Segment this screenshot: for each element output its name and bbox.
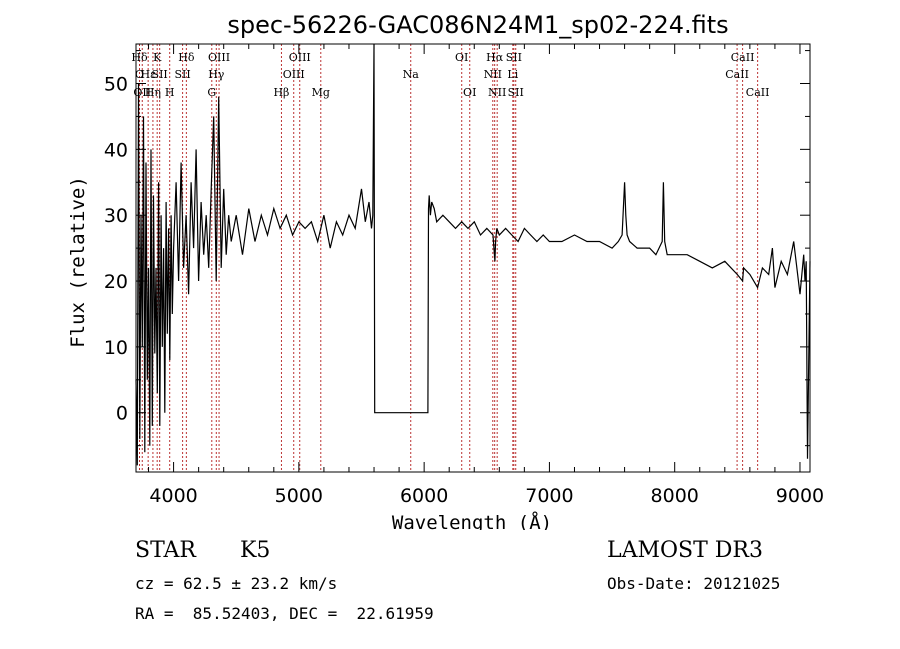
spectral-line-label: Hγ <box>208 68 225 81</box>
spectral-line-label: OII <box>133 86 151 99</box>
spectral-line-label: K <box>153 51 162 64</box>
y-tick-label: 0 <box>116 403 128 425</box>
x-axis-label: Wavelength (Å) <box>392 511 552 530</box>
spectral-line-label: OIII <box>289 51 311 64</box>
y-tick-label: 40 <box>104 139 128 161</box>
spectrum-chart: spec-56226-GAC086N24M1_sp02-224.fits Hδ O… <box>67 11 824 530</box>
y-axis-label: Flux (relative) <box>67 176 89 348</box>
spectral-line-labels: Hδ O OII Hε Hη K SII H SII Hδ G Hγ OIII Hβ OIII OIII Mg N… <box>131 51 769 99</box>
spectral-line-label: SII <box>152 68 168 81</box>
x-tick-label: 5000 <box>275 485 323 507</box>
x-tick-label: 6000 <box>400 485 448 507</box>
spectral-line-label: CaII <box>731 51 755 64</box>
x-tick-label: 8000 <box>651 485 699 507</box>
observation-date: Obs-Date: 20121025 <box>607 574 781 593</box>
spectral-line-label: Hβ <box>273 86 289 99</box>
spectral-line-label: OIII <box>283 68 305 81</box>
spectral-line-label: O <box>135 68 144 81</box>
spectral-line-label: NII <box>484 68 502 81</box>
redshift-velocity: cz = 62.5 ± 23.2 km/s <box>135 574 338 593</box>
y-tick-label: 20 <box>104 271 128 293</box>
spectral-line-label: Hη <box>145 86 161 99</box>
spectral-line-label: Hδ <box>178 51 195 64</box>
spectral-line-label: OI <box>463 86 476 99</box>
spectral-line-label: Hδ <box>131 51 148 64</box>
spectral-line-label: OI <box>455 51 468 64</box>
spectral-line-label: SII <box>508 86 524 99</box>
spectral-line-label: CaII <box>725 68 749 81</box>
sky-coordinates: RA = 85.52403, DEC = 22.61959 <box>135 604 434 623</box>
axis-ticks: 4000 5000 6000 7000 8000 9000 0 10 20 30 40 50 <box>104 44 824 507</box>
spectral-line-label: Na <box>403 68 420 81</box>
survey-name: LAMOST DR3 <box>607 538 763 563</box>
spectral-line-label: H <box>165 86 175 99</box>
y-tick-label: 50 <box>104 74 128 96</box>
spectral-line-label: Mg <box>312 86 330 99</box>
spectral-line-label: Hα <box>486 51 504 64</box>
spectral-line-label: OIII <box>208 51 230 64</box>
x-tick-label: 9000 <box>776 485 824 507</box>
chart-title: spec-56226-GAC086N24M1_sp02-224.fits <box>227 11 728 39</box>
spectral-line-label: Hε <box>141 68 157 81</box>
spectral-line-label: Li <box>507 68 518 81</box>
spectral-line-label: CaII <box>746 86 770 99</box>
plot-frame <box>135 43 811 473</box>
x-tick-label: 4000 <box>149 485 197 507</box>
x-tick-label: 7000 <box>525 485 573 507</box>
spectral-line-label: NII <box>488 86 506 99</box>
spectral-line-label: G <box>207 86 216 99</box>
object-class: STAR <box>135 538 196 563</box>
spectral-line-markers <box>139 44 759 472</box>
y-tick-label: 30 <box>104 205 128 227</box>
flux-series-line <box>135 43 811 466</box>
spectral-line-label: SII <box>506 51 522 64</box>
y-tick-label: 10 <box>104 337 128 359</box>
object-subclass: K5 <box>240 538 271 563</box>
spectral-line-label: SII <box>174 68 190 81</box>
